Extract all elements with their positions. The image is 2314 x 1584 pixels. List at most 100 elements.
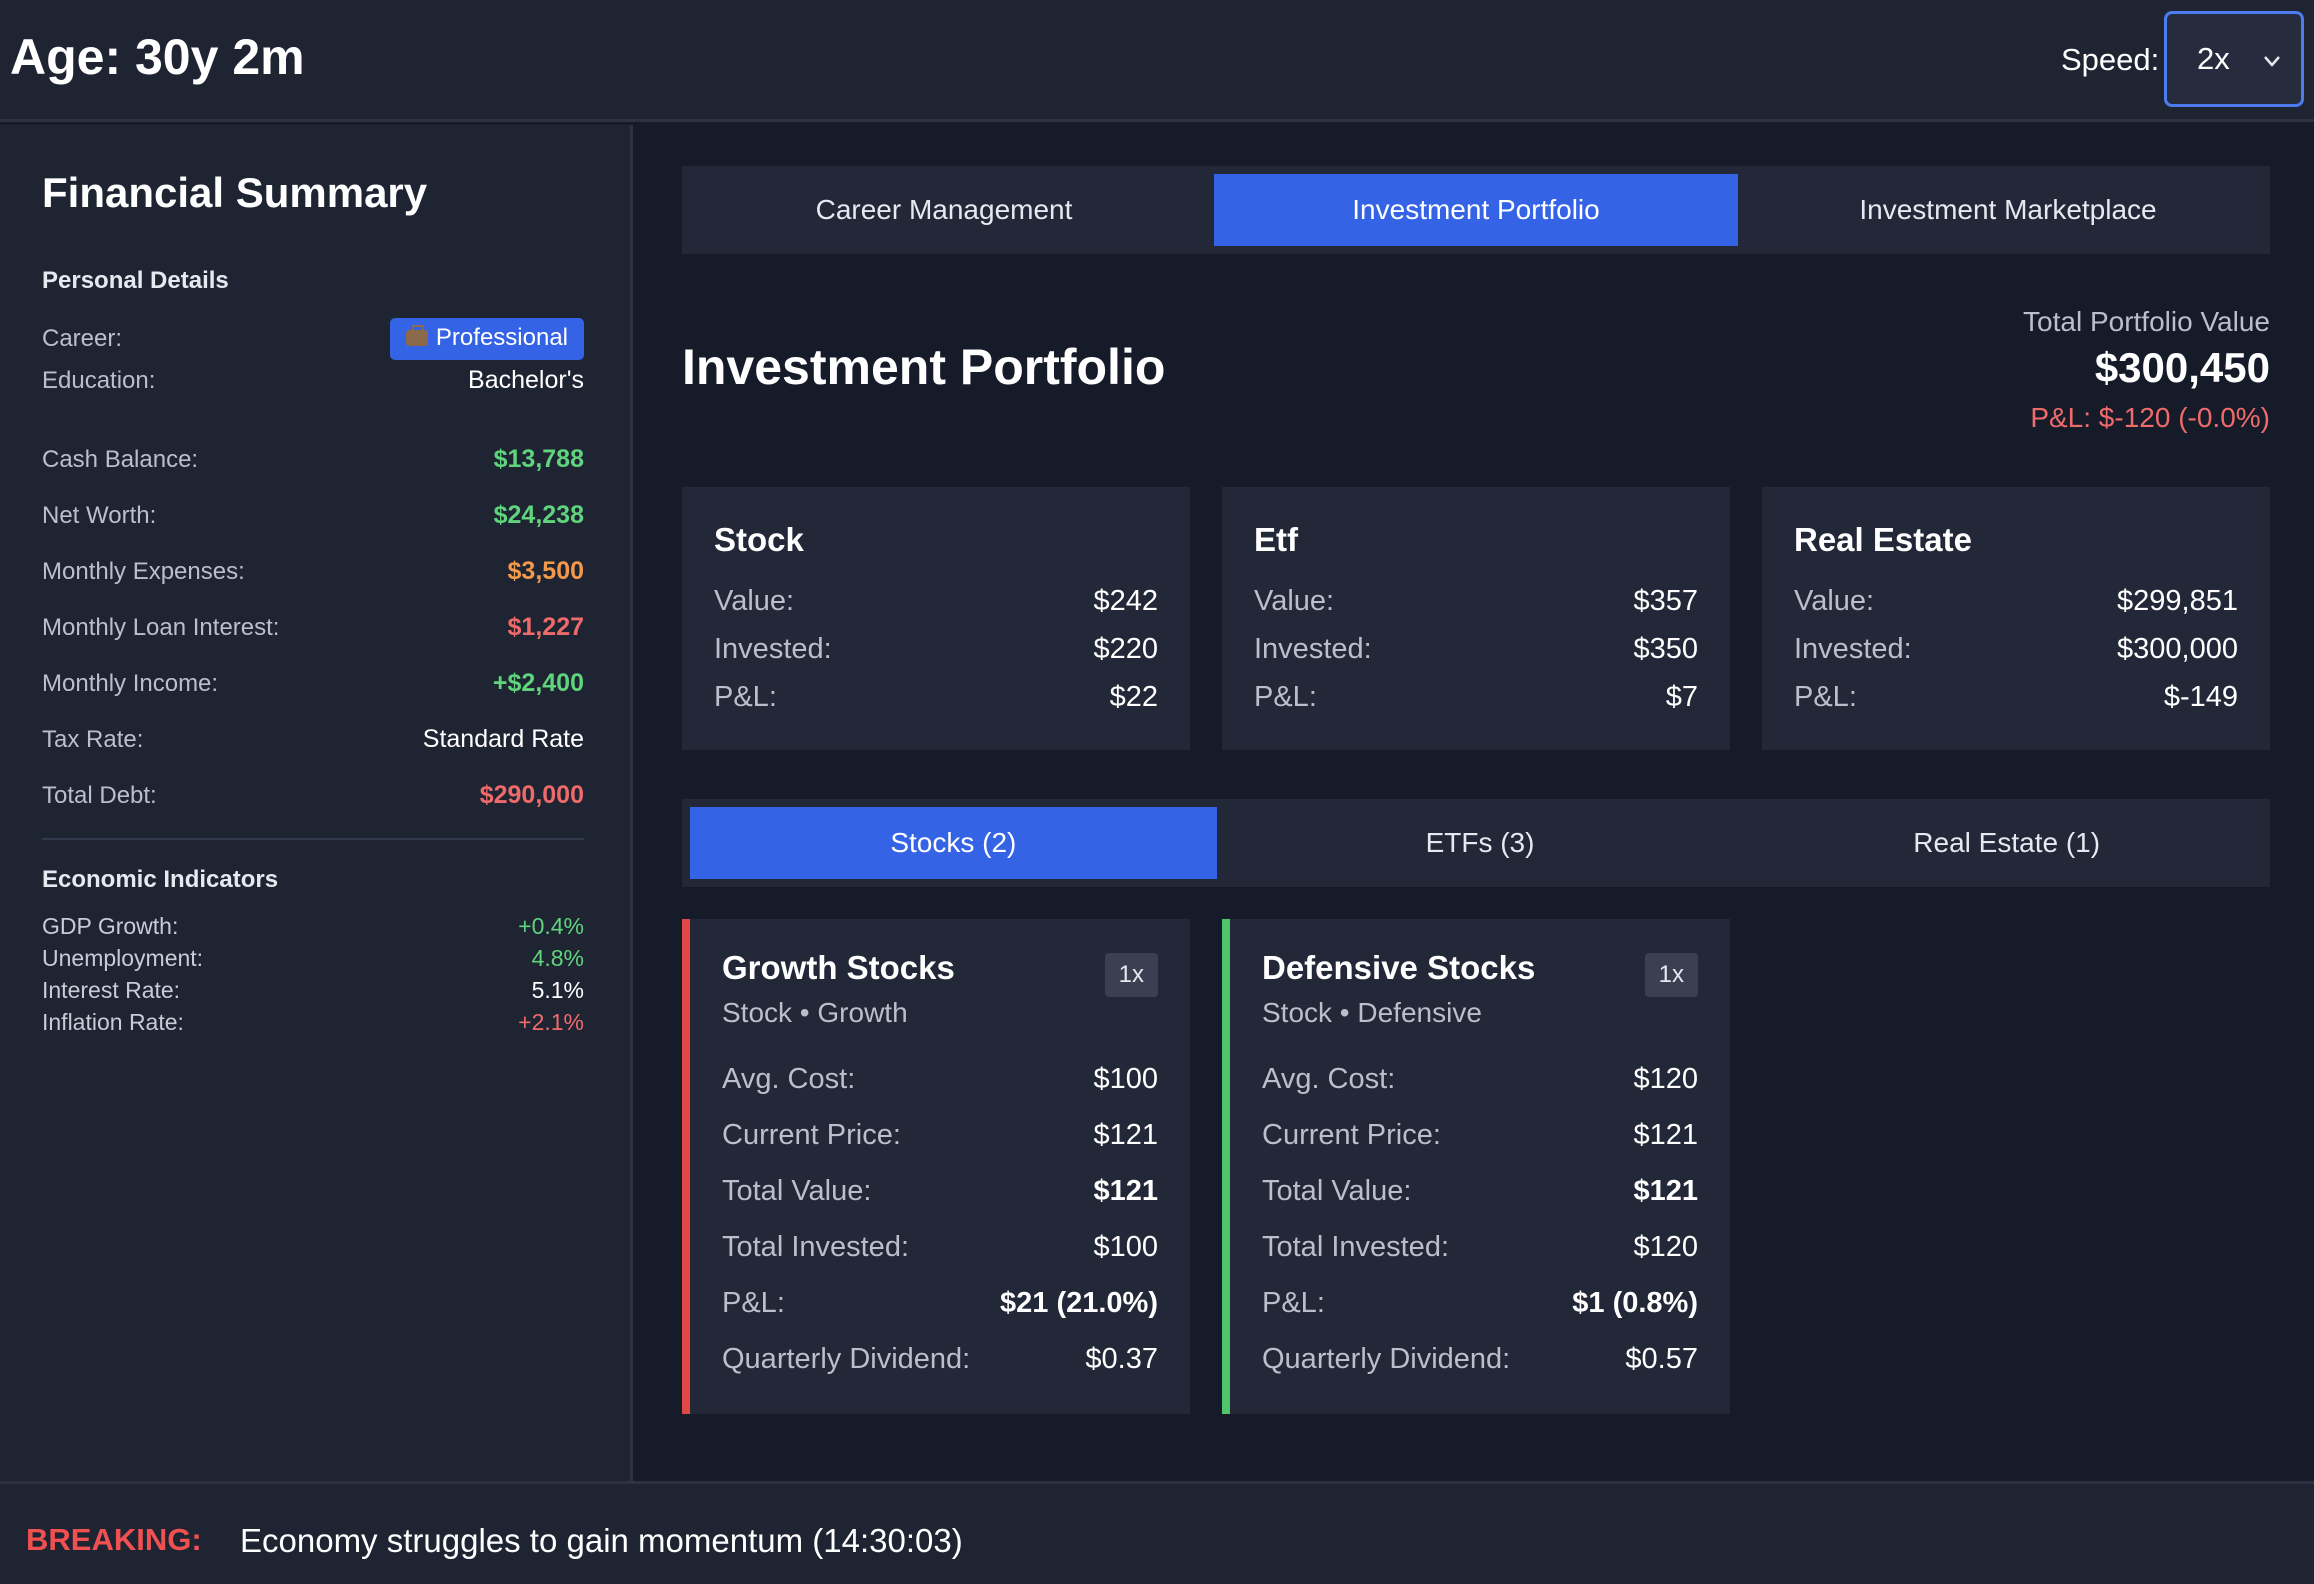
- briefcase-icon: [405, 325, 428, 346]
- monthly-expenses-row: Monthly Expenses: $3,500: [42, 557, 584, 586]
- interest-rate-value: 5.1%: [531, 977, 584, 1003]
- total-portfolio-value: $300,450: [2094, 344, 2270, 391]
- current-price-value: $121: [1633, 1118, 1698, 1151]
- education-value: Bachelor's: [468, 366, 584, 394]
- summary-value-label: Value:: [1794, 584, 1875, 617]
- unemployment-row: Unemployment: 4.8%: [42, 945, 584, 972]
- financial-summary-sidebar: Financial Summary Personal Details Caree…: [0, 125, 633, 1481]
- monthly-income-row: Monthly Income: +$2,400: [42, 669, 584, 698]
- summary-invested: $300,000: [2117, 632, 2238, 665]
- tax-rate-row: Tax Rate: Standard Rate: [42, 725, 584, 754]
- total-value-value: $121: [1093, 1174, 1158, 1207]
- monthly-expenses-value: $3,500: [507, 557, 584, 585]
- total-value-value: $121: [1633, 1174, 1698, 1207]
- holding-card-defensive-stocks[interactable]: Defensive Stocks 1x Stock • Defensive Av…: [1222, 919, 1730, 1414]
- top-bar: Age: 30y 2m Speed: 2x: [0, 0, 2314, 122]
- summary-card-title: Etf: [1254, 521, 1298, 558]
- gdp-value: +0.4%: [518, 913, 584, 939]
- tab-etfs[interactable]: ETFs (3): [1425, 827, 1535, 858]
- summary-value: $299,851: [2117, 584, 2238, 617]
- interest-rate-row: Interest Rate: 5.1%: [42, 977, 584, 1004]
- monthly-income-value: +$2,400: [492, 669, 584, 697]
- pl-value: $21 (21.0%): [1000, 1286, 1158, 1319]
- summary-invested-label: Invested:: [1794, 632, 1912, 665]
- summary-pl: $-149: [2163, 680, 2238, 713]
- net-worth-label: Net Worth:: [42, 501, 157, 529]
- pl-label: P&L:: [722, 1286, 785, 1319]
- total-invested-value: $100: [1093, 1230, 1158, 1263]
- speed-select[interactable]: 2x: [2164, 11, 2304, 107]
- gdp-label: GDP Growth:: [42, 913, 179, 939]
- avg-cost-value: $100: [1093, 1062, 1158, 1095]
- summary-invested-label: Invested:: [1254, 632, 1372, 665]
- summary-pl-label: P&L:: [1254, 680, 1317, 713]
- monthly-expenses-label: Monthly Expenses:: [42, 557, 245, 585]
- gdp-row: GDP Growth: +0.4%: [42, 913, 584, 940]
- summary-pl-label: P&L:: [714, 680, 777, 713]
- holding-accent-bar: [1222, 919, 1230, 1414]
- tab-investment-marketplace[interactable]: Investment Marketplace: [1859, 194, 2157, 225]
- holding-category: Stock • Growth: [722, 997, 908, 1028]
- unemployment-label: Unemployment:: [42, 945, 204, 971]
- net-worth-value: $24,238: [493, 501, 584, 529]
- cash-balance-label: Cash Balance:: [42, 445, 199, 473]
- total-invested-value: $120: [1633, 1230, 1698, 1263]
- tab-investment-portfolio[interactable]: Investment Portfolio: [1214, 174, 1738, 246]
- holding-multiplier: 1x: [1644, 953, 1698, 997]
- tab-real-estate[interactable]: Real Estate (1): [1913, 827, 2101, 858]
- summary-value: $242: [1093, 584, 1158, 617]
- cash-balance-value: $13,788: [493, 445, 584, 473]
- current-price-label: Current Price:: [1262, 1118, 1441, 1151]
- speed-label: Speed:: [2061, 42, 2160, 77]
- sidebar-divider: [42, 838, 584, 840]
- total-invested-label: Total Invested:: [722, 1230, 909, 1263]
- personal-details-heading: Personal Details: [42, 267, 229, 294]
- interest-rate-label: Interest Rate:: [42, 977, 181, 1003]
- summary-invested: $220: [1093, 632, 1158, 665]
- pl-value: $1 (0.8%): [1572, 1286, 1698, 1319]
- dividend-label: Quarterly Dividend:: [722, 1342, 971, 1375]
- career-value: Professional: [435, 324, 568, 351]
- loan-interest-value: $1,227: [507, 613, 584, 641]
- career-badge: Professional: [389, 318, 584, 360]
- tax-rate-value: Standard Rate: [422, 725, 584, 753]
- summary-card-title: Real Estate: [1794, 521, 1972, 558]
- holding-name: Growth Stocks: [722, 949, 955, 986]
- dividend-value: $0.37: [1085, 1342, 1158, 1375]
- dividend-value: $0.57: [1625, 1342, 1698, 1375]
- career-row: Career: Professional: [42, 318, 584, 360]
- summary-card-etf: Etf Value: $357 Invested: $350 P&L: $7: [1222, 487, 1730, 750]
- avg-cost-value: $120: [1633, 1062, 1698, 1095]
- tab-stocks[interactable]: Stocks (2): [690, 807, 1217, 879]
- summary-pl: $7: [1665, 680, 1698, 713]
- asset-tabs: Stocks (2) ETFs (3) Real Estate (1): [682, 799, 2270, 887]
- net-worth-row: Net Worth: $24,238: [42, 501, 584, 530]
- dividend-label: Quarterly Dividend:: [1262, 1342, 1511, 1375]
- holding-accent-bar: [682, 919, 690, 1414]
- tab-career-management[interactable]: Career Management: [815, 194, 1073, 225]
- pl-label: P&L:: [1262, 1286, 1325, 1319]
- education-row: Education: Bachelor's: [42, 366, 584, 395]
- total-value-label: Total Value:: [1262, 1174, 1412, 1207]
- current-price-label: Current Price:: [722, 1118, 901, 1151]
- summary-pl: $22: [1109, 680, 1158, 713]
- inflation-value: +2.1%: [518, 1009, 584, 1035]
- holding-card-growth-stocks[interactable]: Growth Stocks 1x Stock • Growth Avg. Cos…: [682, 919, 1190, 1414]
- summary-value: $357: [1633, 584, 1698, 617]
- summary-value-label: Value:: [714, 584, 795, 617]
- summary-value-label: Value:: [1254, 584, 1335, 617]
- summary-pl-label: P&L:: [1794, 680, 1857, 713]
- holding-multiplier: 1x: [1104, 953, 1158, 997]
- age-display: Age: 30y 2m: [10, 29, 305, 85]
- avg-cost-label: Avg. Cost:: [722, 1062, 856, 1095]
- tax-rate-label: Tax Rate:: [42, 725, 144, 753]
- cash-balance-row: Cash Balance: $13,788: [42, 445, 584, 474]
- holding-category: Stock • Defensive: [1262, 997, 1482, 1028]
- summary-invested: $350: [1633, 632, 1698, 665]
- avg-cost-label: Avg. Cost:: [1262, 1062, 1396, 1095]
- loan-interest-row: Monthly Loan Interest: $1,227: [42, 613, 584, 642]
- total-value-label: Total Value:: [722, 1174, 872, 1207]
- monthly-income-label: Monthly Income:: [42, 669, 219, 697]
- inflation-label: Inflation Rate:: [42, 1009, 184, 1035]
- summary-card-real-estate: Real Estate Value: $299,851 Invested: $300…: [1762, 487, 2270, 750]
